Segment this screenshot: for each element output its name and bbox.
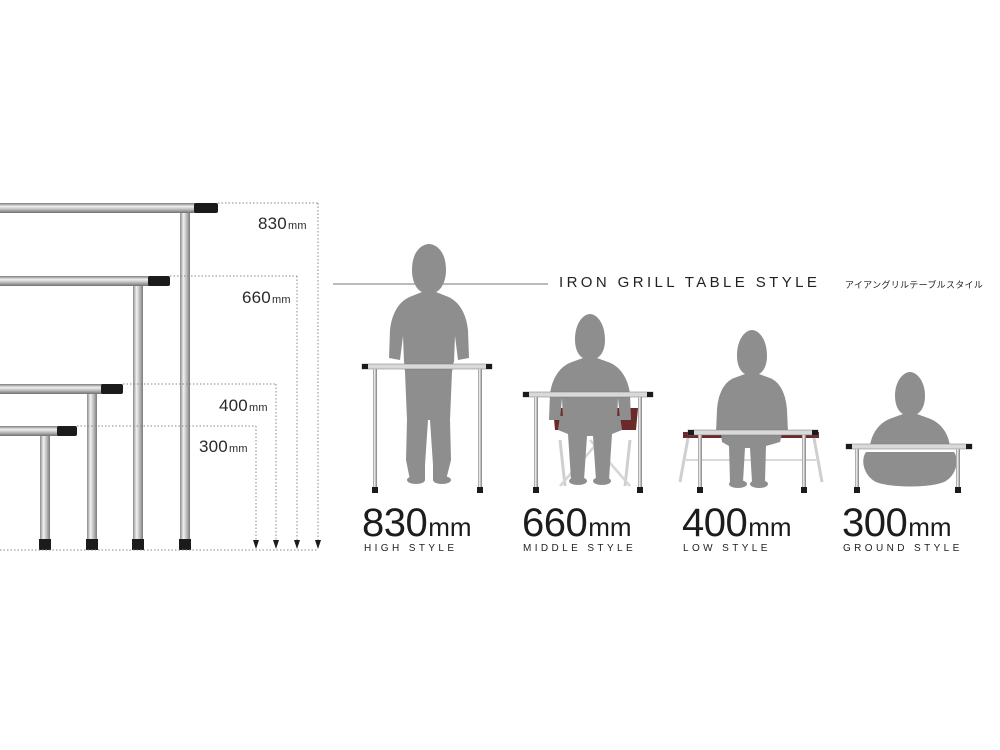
height-unit: mm <box>908 512 952 542</box>
dimension-unit: mm <box>228 443 248 455</box>
height-label-660: 660mm <box>522 503 632 547</box>
leg-400 <box>86 394 98 550</box>
ground-sitting-person-silhouette <box>863 372 957 487</box>
leg-660 <box>132 286 144 550</box>
dimension-label-830: 830mm <box>258 214 307 234</box>
height-unit: mm <box>428 512 472 542</box>
dimension-value-400: 400 <box>219 396 248 415</box>
dimension-value-830: 830 <box>258 214 287 233</box>
style-label-middle: MIDDLE STYLE <box>523 543 637 554</box>
middle-style-figure <box>522 314 654 493</box>
top-830 <box>0 203 218 213</box>
dimension-unit: mm <box>271 294 291 306</box>
diagram-title: IRON GRILL TABLE STYLE <box>559 274 821 291</box>
height-label-400: 400mm <box>682 503 792 547</box>
height-value-400: 400 <box>682 501 748 545</box>
seated-low-person-silhouette <box>716 330 788 488</box>
dimension-label-300: 300mm <box>199 437 248 457</box>
top-300 <box>0 426 77 436</box>
leg-830 <box>179 213 191 550</box>
dimension-unit: mm <box>287 220 307 232</box>
dimension-unit: mm <box>248 402 268 414</box>
top-660 <box>0 276 170 286</box>
dimension-value-300: 300 <box>199 437 228 456</box>
dimension-label-400: 400mm <box>219 396 268 416</box>
height-unit: mm <box>748 512 792 542</box>
height-label-830: 830mm <box>362 503 472 547</box>
high-style-figure <box>361 244 493 493</box>
diagram-title-japanese: アイアングリルテーブルスタイル <box>845 280 984 290</box>
dimension-label-660: 660mm <box>242 288 291 308</box>
height-value-830: 830 <box>362 501 428 545</box>
height-label-300: 300mm <box>842 503 952 547</box>
height-value-300: 300 <box>842 501 908 545</box>
low-style-figure <box>678 330 824 493</box>
dimension-arrowheads <box>253 540 321 549</box>
top-400 <box>0 384 123 394</box>
standing-person-silhouette <box>389 244 469 484</box>
style-label-low: LOW STYLE <box>683 543 771 554</box>
leg-300 <box>39 436 51 550</box>
height-value-660: 660 <box>522 501 588 545</box>
style-label-ground: GROUND STYLE <box>843 543 963 554</box>
height-unit: mm <box>588 512 632 542</box>
dimension-value-660: 660 <box>242 288 271 307</box>
ground-style-figure <box>845 372 973 493</box>
style-label-high: HIGH STYLE <box>364 543 458 554</box>
